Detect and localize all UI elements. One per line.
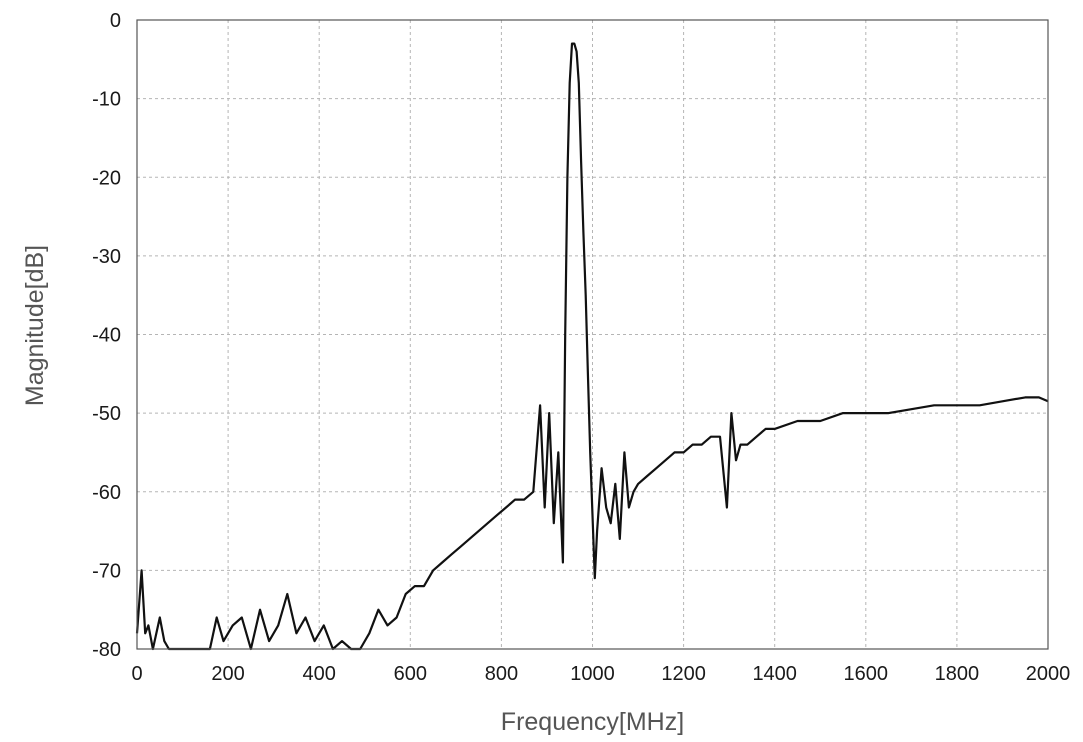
y-tick-label: -20: [92, 167, 121, 189]
y-tick-label: -40: [92, 325, 121, 347]
grid-lines: [137, 20, 1048, 649]
y-tick-label: 0: [110, 10, 121, 32]
x-tick-label: 400: [303, 663, 336, 685]
x-axis-title: Frequency[MHz]: [501, 708, 684, 736]
y-tick-label: -50: [92, 403, 121, 425]
y-tick-label: -30: [92, 246, 121, 268]
x-tick-label: 1000: [570, 663, 615, 685]
y-tick-label: -10: [92, 89, 121, 111]
x-tick-label: 800: [485, 663, 518, 685]
plot-frame: [136, 19, 1049, 650]
x-tick-label: 200: [211, 663, 244, 685]
x-tick-labels: 0 200 400 600 800 1000 1200 1400 1600 1800 2000: [131, 663, 1070, 685]
x-tick-label: 1800: [935, 663, 980, 685]
series-group: [135, 42, 1049, 651]
x-tick-label: 1600: [844, 663, 889, 685]
y-tick-labels: 0 -10 -20 -30 -40 -50 -60 -70 -80: [92, 10, 121, 661]
x-tick-label: 2000: [1026, 663, 1071, 685]
x-tick-label: 0: [131, 663, 142, 685]
y-tick-label: -80: [92, 639, 121, 661]
y-tick-label: -60: [92, 482, 121, 504]
series-line: [135, 42, 1049, 651]
x-tick-label: 600: [394, 663, 427, 685]
x-tick-label: 1400: [752, 663, 797, 685]
y-axis-title: Magnitude[dB]: [21, 245, 49, 406]
x-tick-label: 1200: [661, 663, 706, 685]
y-tick-label: -70: [92, 560, 121, 582]
